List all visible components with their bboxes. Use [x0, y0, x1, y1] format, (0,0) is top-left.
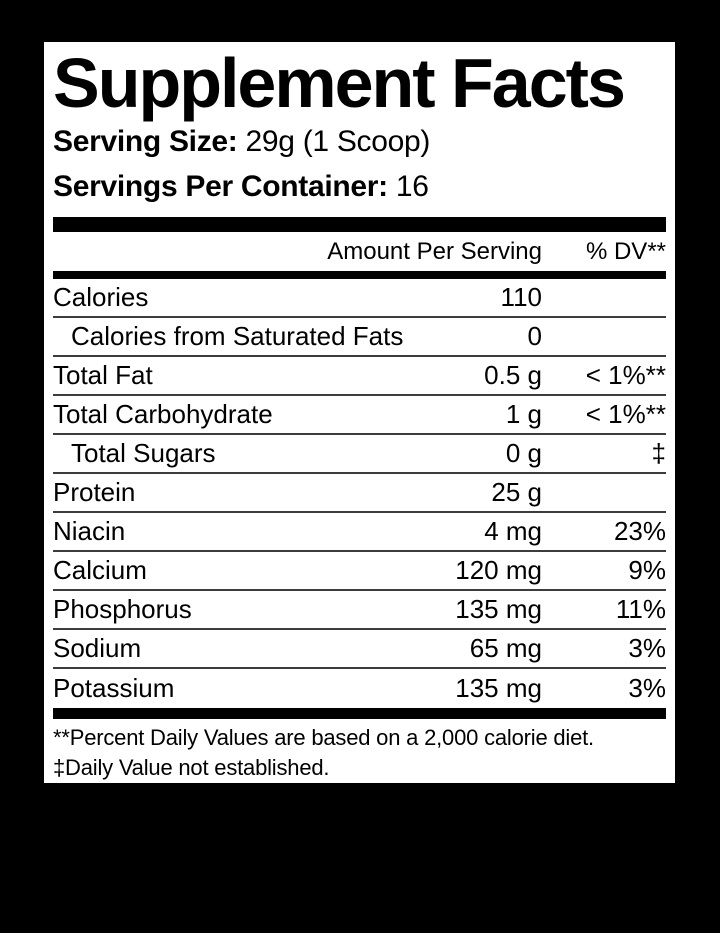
nutrient-amount: 1 g [505, 399, 542, 429]
nutrient-name: Phosphorus [53, 594, 192, 624]
nutrient-dv: < 1%** [585, 399, 666, 429]
nutrient-amount: 135 mg [455, 594, 542, 624]
serving-size-value: 29g (1 Scoop) [237, 125, 431, 158]
table-row: Potassium 135 mg 3% [53, 669, 666, 708]
nutrient-dv: < 1%** [585, 360, 666, 390]
footnotes: **Percent Daily Values are based on a 2,… [53, 719, 666, 783]
nutrient-amount: 135 mg [455, 673, 542, 703]
table-row: Total Sugars 0 g ‡ [53, 435, 666, 474]
table-header-row: Amount Per Serving % DV** [53, 232, 666, 271]
nutrient-amount: 0 g [505, 438, 542, 468]
nutrient-name: Total Fat [53, 360, 153, 390]
nutrient-name: Calcium [53, 555, 147, 585]
percent-dv-header: % DV** [585, 237, 666, 265]
table-row: Protein 25 g [53, 474, 666, 513]
nutrient-name: Total Sugars [71, 438, 216, 468]
facts-rows: Calories 110 Calories from Saturated Fat… [53, 279, 666, 708]
table-row: Calories 110 [53, 279, 666, 318]
table-row: Calories from Saturated Fats 0 [53, 318, 666, 357]
serving-size-line: Serving Size: 29g (1 Scoop) [53, 119, 666, 164]
nutrient-dv: 11% [615, 594, 666, 624]
divider-bar-bottom [53, 708, 666, 719]
supplement-facts-panel: Supplement Facts Serving Size: 29g (1 Sc… [44, 42, 675, 783]
amount-per-serving-header: Amount Per Serving [327, 237, 542, 265]
serving-info: Serving Size: 29g (1 Scoop) Servings Per… [53, 119, 666, 209]
footnote-line: ‡Daily Value not established. [53, 755, 330, 780]
nutrient-dv: 23% [613, 516, 666, 546]
nutrient-dv: 9% [628, 555, 666, 585]
footnote-line: **Percent Daily Values are based on a 2,… [53, 725, 594, 750]
nutrient-amount: 120 mg [455, 555, 542, 585]
nutrient-amount: 4 mg [484, 516, 542, 546]
table-row: Sodium 65 mg 3% [53, 630, 666, 669]
table-row: Phosphorus 135 mg 11% [53, 591, 666, 630]
nutrient-amount: 110 [500, 282, 542, 312]
divider-bar-top [53, 217, 666, 232]
nutrient-name: Calories from Saturated Fats [71, 321, 404, 351]
nutrient-amount: 25 g [491, 477, 542, 507]
table-row: Niacin 4 mg 23% [53, 513, 666, 552]
nutrient-dv: ‡ [651, 438, 666, 468]
nutrient-name: Protein [53, 477, 136, 507]
nutrient-name: Calories [53, 282, 149, 312]
nutrient-amount: 0 [527, 321, 542, 351]
nutrient-dv: 3% [628, 673, 666, 703]
nutrient-name: Potassium [53, 673, 175, 703]
nutrient-dv: 3% [628, 633, 666, 663]
nutrient-name: Niacin [53, 516, 126, 546]
serving-size-label: Serving Size: [53, 125, 238, 158]
nutrient-name: Sodium [53, 633, 142, 663]
facts-title: Supplement Facts [53, 44, 626, 122]
nutrient-amount: 65 mg [469, 633, 542, 663]
divider-bar-header [53, 271, 666, 279]
table-row: Total Fat 0.5 g < 1%** [53, 357, 666, 396]
servings-per-container-label: Servings Per Container: [53, 170, 388, 203]
nutrient-name: Total Carbohydrate [53, 399, 273, 429]
table-row: Calcium 120 mg 9% [53, 552, 666, 591]
servings-per-container-value: 16 [387, 170, 429, 203]
servings-per-container-line: Servings Per Container: 16 [53, 164, 666, 209]
table-row: Total Carbohydrate 1 g < 1%** [53, 396, 666, 435]
nutrient-amount: 0.5 g [484, 360, 542, 390]
